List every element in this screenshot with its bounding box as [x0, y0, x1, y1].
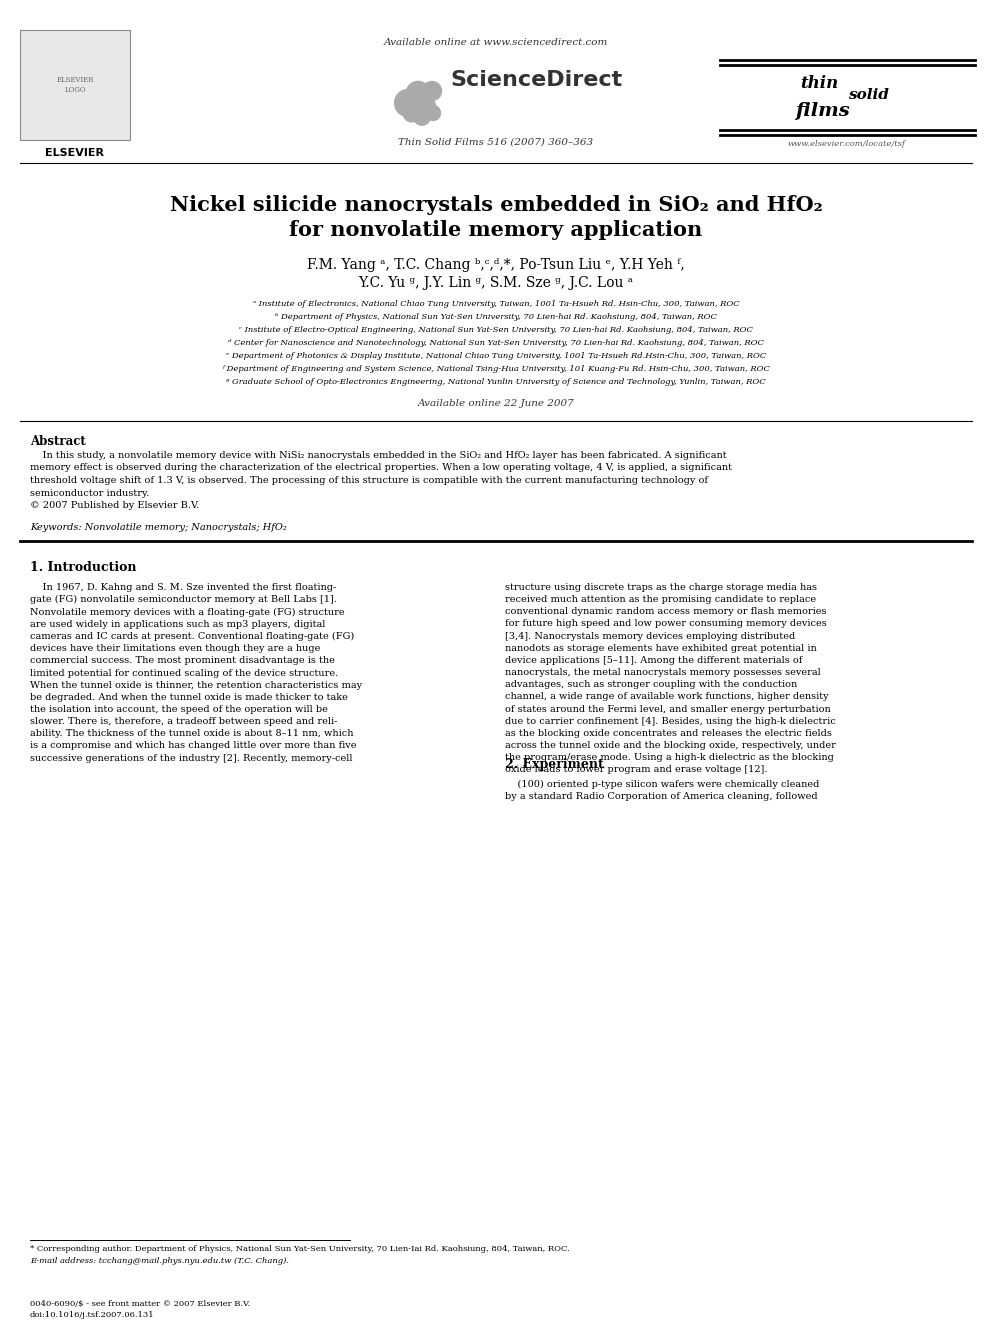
Text: ᵇ Department of Physics, National Sun Yat-Sen University, 70 Lien-hai Rd. Kaohsi: ᵇ Department of Physics, National Sun Ya…: [275, 314, 717, 321]
Text: Abstract: Abstract: [30, 435, 85, 448]
Text: (100) oriented p-type silicon wafers were chemically cleaned
by a standard Radio: (100) oriented p-type silicon wafers wer…: [505, 781, 819, 802]
Text: 0040-6090/$ - see front matter © 2007 Elsevier B.V.: 0040-6090/$ - see front matter © 2007 El…: [30, 1301, 250, 1308]
Circle shape: [395, 90, 422, 116]
Text: Available online 22 June 2007: Available online 22 June 2007: [418, 400, 574, 407]
Text: Available online at www.sciencedirect.com: Available online at www.sciencedirect.co…: [384, 38, 608, 48]
Circle shape: [423, 82, 441, 101]
Text: 1. Introduction: 1. Introduction: [30, 561, 137, 574]
Text: ᵃ Institute of Electronics, National Chiao Tung University, Taiwan, 1001 Ta-Hsue: ᵃ Institute of Electronics, National Chi…: [253, 300, 739, 308]
Text: ELSEVIER
LOGO: ELSEVIER LOGO: [57, 77, 94, 94]
Circle shape: [415, 97, 435, 118]
Text: ᵈ Center for Nanoscience and Nanotechnology, National Sun Yat-Sen University, 70: ᵈ Center for Nanoscience and Nanotechnol…: [228, 339, 764, 347]
Text: doi:10.1016/j.tsf.2007.06.131: doi:10.1016/j.tsf.2007.06.131: [30, 1311, 155, 1319]
Text: ᵍ Graduate School of Opto-Electronics Engineering, National Yunlin University of: ᵍ Graduate School of Opto-Electronics En…: [226, 378, 766, 386]
Text: films: films: [795, 102, 850, 120]
Bar: [20, 30, 130, 140]
Text: In this study, a nonvolatile memory device with NiSi₂ nanocrystals embedded in t: In this study, a nonvolatile memory devi…: [30, 451, 732, 509]
Circle shape: [407, 82, 430, 105]
Text: structure using discrete traps as the charge storage media has
received much att: structure using discrete traps as the ch…: [505, 583, 836, 774]
Circle shape: [403, 105, 421, 122]
Text: for nonvolatile memory application: for nonvolatile memory application: [290, 220, 702, 239]
Text: 2. Experiment: 2. Experiment: [505, 758, 604, 771]
Text: ELSEVIER: ELSEVIER: [46, 148, 104, 157]
Text: Keywords: Nonvolatile memory; Nanocrystals; HfO₂: Keywords: Nonvolatile memory; Nanocrysta…: [30, 523, 287, 532]
Text: E-mail address: tcchang@mail.phys.nyu.edu.tw (T.C. Chang).: E-mail address: tcchang@mail.phys.nyu.ed…: [30, 1257, 289, 1265]
Circle shape: [414, 108, 431, 126]
Text: ScienceDirect: ScienceDirect: [450, 70, 622, 90]
Text: Nickel silicide nanocrystals embedded in SiO₂ and HfO₂: Nickel silicide nanocrystals embedded in…: [170, 194, 822, 216]
Circle shape: [426, 106, 440, 120]
Text: ᶠ Department of Engineering and System Science, National Tsing-Hua University, 1: ᶠ Department of Engineering and System S…: [222, 365, 770, 373]
Text: In 1967, D. Kahng and S. M. Sze invented the first floating-
gate (FG) nonvolati: In 1967, D. Kahng and S. M. Sze invented…: [30, 583, 362, 762]
Text: Thin Solid Films 516 (2007) 360–363: Thin Solid Films 516 (2007) 360–363: [399, 138, 593, 147]
Text: ᵉ Department of Photonics & Display Institute, National Chiao Tung University, 1: ᵉ Department of Photonics & Display Inst…: [226, 352, 766, 360]
Text: ᶜ Institute of Electro-Optical Engineering, National Sun Yat-Sen University, 70 : ᶜ Institute of Electro-Optical Engineeri…: [239, 325, 753, 333]
Text: thin: thin: [800, 75, 838, 93]
Text: F.M. Yang ᵃ, T.C. Chang ᵇ,ᶜ,ᵈ,*, Po-Tsun Liu ᵉ, Y.H Yeh ᶠ,: F.M. Yang ᵃ, T.C. Chang ᵇ,ᶜ,ᵈ,*, Po-Tsun…: [308, 258, 684, 273]
Text: www.elsevier.com/locate/tsf: www.elsevier.com/locate/tsf: [788, 140, 906, 148]
Text: * Corresponding author. Department of Physics, National Sun Yat-Sen University, : * Corresponding author. Department of Ph…: [30, 1245, 569, 1253]
Text: solid: solid: [848, 89, 889, 102]
Text: Y.C. Yu ᵍ, J.Y. Lin ᵍ, S.M. Sze ᵍ, J.C. Lou ᵃ: Y.C. Yu ᵍ, J.Y. Lin ᵍ, S.M. Sze ᵍ, J.C. …: [358, 277, 634, 290]
